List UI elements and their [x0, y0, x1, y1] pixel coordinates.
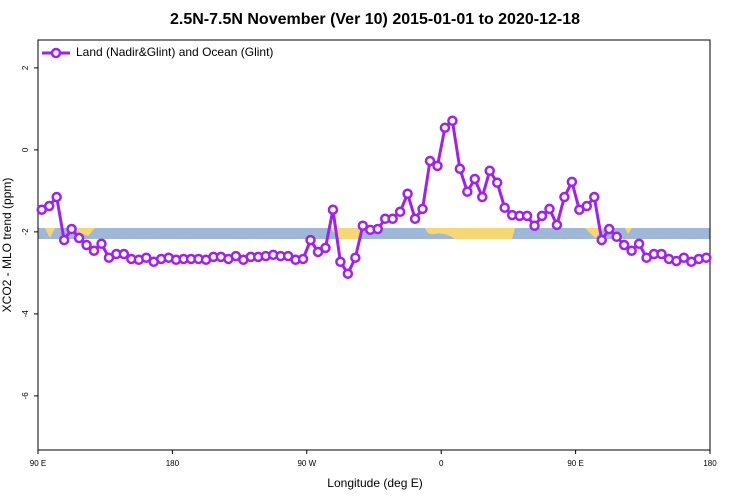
data-point [43, 200, 55, 212]
data-point [335, 256, 346, 268]
data-point [88, 245, 100, 256]
data-point [394, 206, 406, 218]
series-line [41, 117, 707, 277]
legend-marker [50, 47, 62, 59]
y-tick-label: -4 [21, 310, 30, 318]
y-tick-label: 2 [21, 65, 30, 70]
data-point [462, 186, 473, 197]
data-point [424, 155, 436, 167]
land-patch [330, 228, 365, 239]
data-point [439, 122, 451, 133]
data-point [611, 231, 622, 243]
data-point [701, 252, 712, 263]
data-point [66, 223, 77, 235]
data-point [402, 188, 413, 199]
data-point [417, 203, 428, 215]
data-point [656, 248, 667, 260]
data-point [409, 213, 421, 225]
data-point [447, 115, 458, 127]
data-point [544, 203, 555, 215]
data-point [357, 220, 369, 231]
data-point [529, 220, 540, 231]
legend-label: Land (Nadir&Glint) and Ocean (Glint) [76, 45, 273, 59]
y-axis-label: XCO2 - MLO trend (ppm) [0, 178, 14, 313]
data-point [589, 191, 600, 203]
plot-frame [37, 39, 711, 451]
chart-title: 2.5N-7.5N November (Ver 10) 2015-01-01 t… [170, 11, 580, 28]
data-point [551, 219, 563, 231]
y-tick-label: -6 [21, 392, 30, 400]
data-point [387, 213, 398, 225]
data-point [633, 238, 645, 250]
data-point [342, 268, 354, 279]
data-point [141, 252, 152, 263]
data-point [372, 223, 383, 235]
x-axis-label: Longitude (deg E) [327, 476, 422, 490]
data-point [491, 177, 503, 188]
data-point [327, 204, 339, 215]
data-point [51, 191, 62, 203]
data-point [559, 191, 570, 203]
data-point [521, 210, 533, 222]
land-patch [425, 228, 515, 239]
x-tick-label: 90 E [30, 459, 46, 468]
data-point [297, 253, 309, 265]
data-point [58, 234, 70, 246]
x-tick-label: 90 E [567, 459, 583, 468]
data-point [432, 160, 443, 172]
data-point [73, 232, 85, 244]
data-point [626, 245, 637, 256]
x-tick-label: 0 [439, 459, 444, 468]
y-tick-label: -2 [21, 228, 30, 236]
x-tick-label: 180 [703, 459, 717, 468]
x-tick-label: 90 W [297, 459, 316, 468]
data-point [350, 252, 361, 263]
data-point [678, 252, 690, 263]
data-point [603, 223, 615, 235]
data-point [320, 242, 331, 254]
data-point [305, 234, 316, 246]
data-point [96, 238, 107, 250]
data-point [536, 210, 548, 222]
data-point [454, 163, 466, 174]
x-tick-label: 180 [166, 459, 180, 468]
data-point [469, 173, 481, 185]
y-tick-label: 0 [21, 147, 30, 152]
data-point [477, 191, 488, 203]
data-point [566, 176, 578, 188]
data-point [118, 248, 130, 260]
data-point [618, 239, 630, 251]
data-point [484, 165, 495, 177]
data-point [596, 234, 607, 246]
data-point [499, 202, 510, 213]
data-point [312, 246, 324, 258]
data-point [81, 239, 92, 251]
data-point [581, 200, 593, 212]
